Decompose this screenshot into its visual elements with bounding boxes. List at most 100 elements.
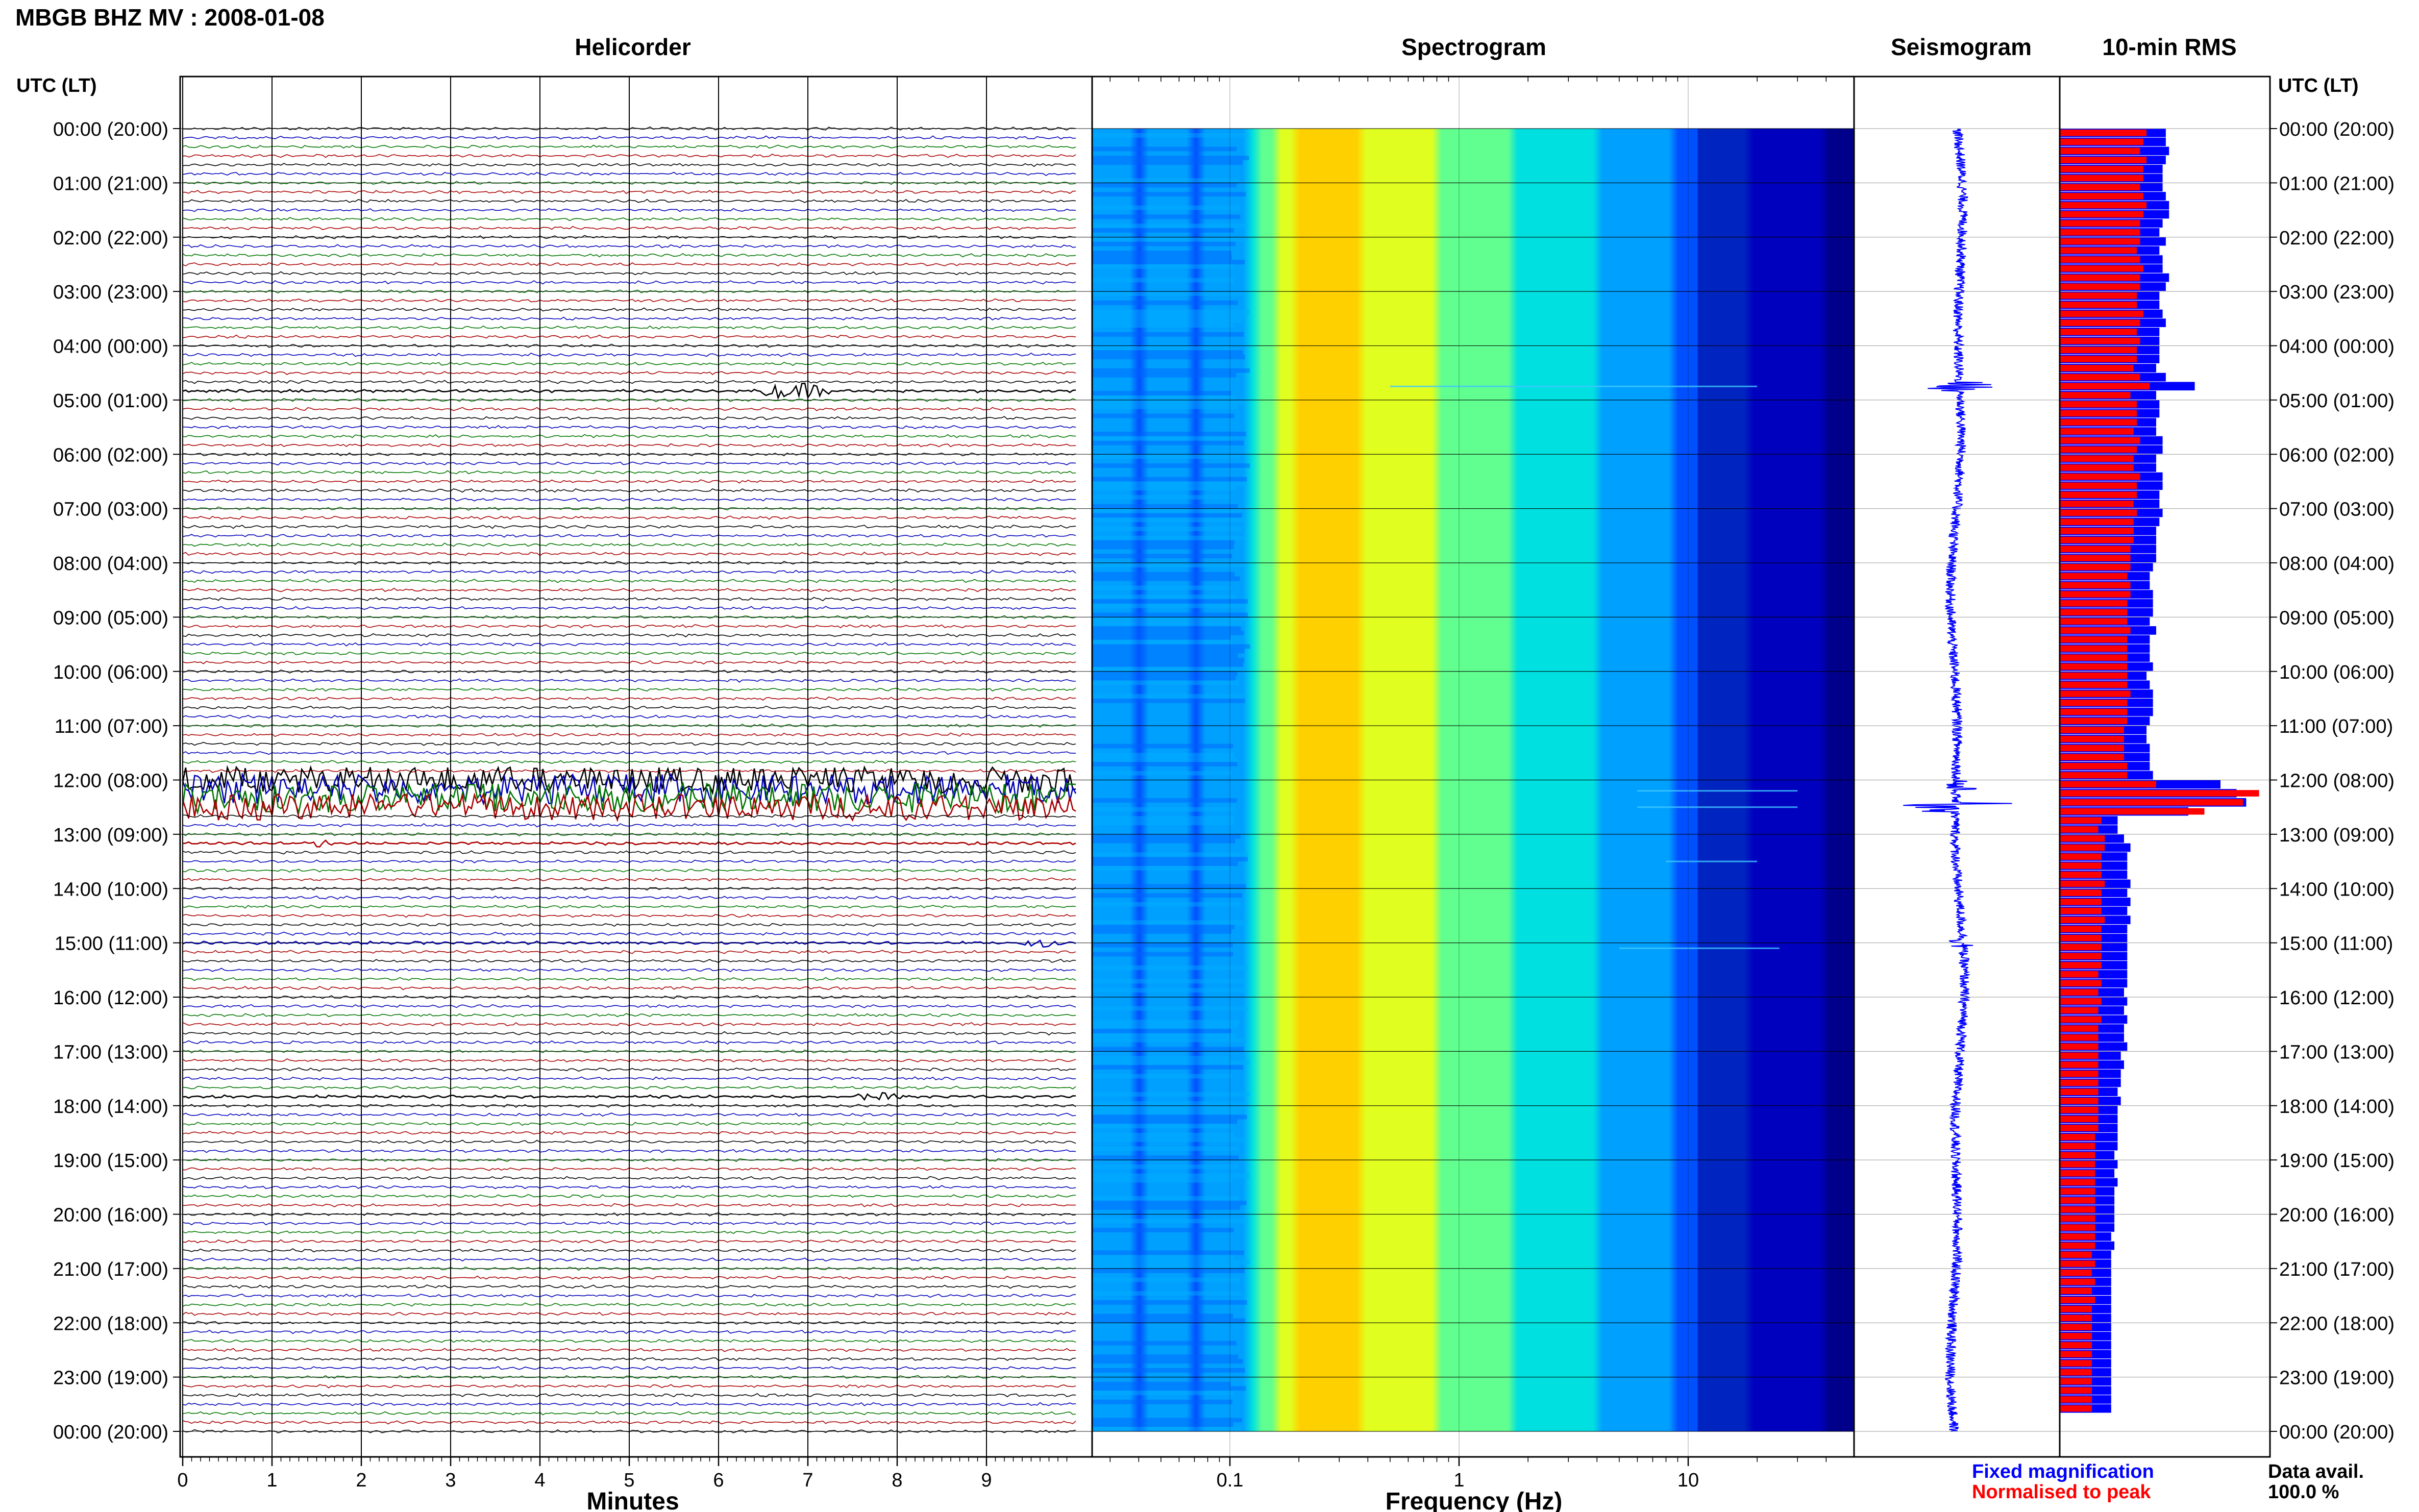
spectrogram-row-texture (1092, 436, 1232, 441)
rms-bar-normalised (2060, 1016, 2102, 1023)
spectrogram-row-texture (1092, 920, 1248, 925)
rms-bar-normalised (2060, 1396, 2092, 1403)
rms-bar-normalised (2060, 473, 2140, 480)
rms-bar-normalised (2060, 1143, 2095, 1150)
rms-bar-normalised (2060, 1170, 2095, 1177)
spectrogram-row-texture (1092, 1124, 1231, 1129)
spectrogram-row-texture (1092, 540, 1235, 545)
spectrogram-row-texture (1092, 1024, 1237, 1029)
rms-bar-normalised (2060, 636, 2128, 643)
rms-bar-normalised (2060, 690, 2131, 697)
spectrogram-row-texture (1092, 350, 1244, 355)
helicorder-x-tick-label: 8 (892, 1470, 902, 1491)
spectrogram-row-texture (1092, 205, 1241, 210)
rms-bar-normalised (2060, 681, 2128, 688)
panel-frames (179, 76, 2271, 1458)
spectrogram-row-texture (1092, 395, 1236, 400)
rms-bar-normalised (2060, 464, 2134, 471)
rms-bar-normalised (2060, 1061, 2099, 1068)
rms-bar-normalised (2060, 844, 2105, 851)
rms-bar-normalised (2060, 971, 2099, 978)
hour-label-right: 06:00 (02:00) (2279, 444, 2395, 466)
hour-label-right: 12:00 (08:00) (2279, 771, 2395, 792)
rms-bar-normalised (2060, 871, 2102, 878)
spectrogram-row-texture (1092, 535, 1246, 540)
rms-bar-normalised (2060, 238, 2140, 245)
rms-bar-normalised (2060, 1360, 2092, 1367)
spectrogram-row-texture (1092, 757, 1238, 762)
spectrogram-row-texture (1092, 1047, 1244, 1052)
rms-bar-normalised (2060, 1233, 2095, 1240)
hour-label-right: 18:00 (14:00) (2279, 1096, 2395, 1118)
spectrogram-row-texture (1092, 771, 1232, 776)
hour-label-left: 18:00 (14:00) (53, 1096, 168, 1118)
hour-label-right: 15:00 (11:00) (2279, 933, 2393, 955)
spectrogram-row-texture (1092, 1056, 1230, 1061)
hour-label-right: 04:00 (00:00) (2279, 336, 2395, 358)
rms-bar-normalised (2060, 437, 2140, 444)
spectrogram-row-texture (1092, 1178, 1232, 1183)
rms-bar-normalised (2060, 1297, 2095, 1303)
rms-bar-normalised (2060, 165, 2143, 172)
right-hour-labels: 00:00 (20:00) 01:00 (21:00) 02:00 (22:00) 0… (2279, 119, 2395, 1443)
spectrogram-row-texture (1092, 251, 1231, 256)
rms-bar-normalised (2060, 916, 2105, 924)
hour-label-left: 15:00 (11:00) (55, 933, 168, 955)
spectrogram-row-texture (1092, 214, 1241, 219)
seismogram-title: Seismogram (1891, 34, 2032, 60)
hour-label-right: 16:00 (12:00) (2279, 987, 2395, 1009)
rms-bar-normalised (2060, 645, 2128, 652)
spectrogram-row-texture (1092, 413, 1235, 418)
rms-bar-normalised (2060, 301, 2137, 308)
rms-bar-normalised (2060, 1043, 2099, 1050)
hour-label-left: 21:00 (17:00) (53, 1259, 168, 1280)
spectrogram-row-texture (1092, 1399, 1232, 1404)
rms-bar-normalised (2060, 1052, 2099, 1059)
spectrogram-row-texture (1092, 192, 1246, 196)
rms-bar-normalised (2060, 518, 2134, 526)
spectrogram-x-tick-label: 1 (1453, 1470, 1464, 1491)
spectrogram-title: Spectrogram (1401, 34, 1546, 60)
spectrogram-row-texture (1092, 1101, 1248, 1106)
spectrogram-row-texture (1092, 988, 1247, 993)
spectrogram-row-texture (1092, 965, 1248, 970)
hour-label-left: 04:00 (00:00) (53, 336, 168, 358)
rms-bar-normalised (2060, 790, 2259, 797)
spectrogram-row-texture (1092, 160, 1243, 165)
spectrogram-row-texture (1092, 666, 1245, 672)
rms-bar-normalised (2060, 1152, 2095, 1159)
spectrogram-row-texture (1092, 1313, 1233, 1319)
spectrogram-row-texture (1092, 925, 1235, 930)
spectrogram-row-texture (1092, 838, 1236, 844)
spectrogram-row-texture (1092, 264, 1233, 269)
spectrogram-row-texture (1092, 463, 1250, 468)
rms-bar-normalised (2060, 1251, 2092, 1258)
left-hour-labels: 00:00 (20:00) 01:00 (21:00) 02:00 (22:00) 0… (53, 119, 168, 1443)
spectrogram-row-texture (1092, 133, 1249, 138)
spectrogram-row-texture (1092, 893, 1242, 898)
rms-bar-normalised (2060, 1260, 2095, 1267)
spectrogram-row-texture (1092, 1006, 1249, 1011)
spectrogram-row-texture (1092, 1205, 1241, 1210)
hour-label-left: 17:00 (13:00) (53, 1042, 168, 1063)
helicorder-x-tick-label: 6 (713, 1470, 724, 1491)
rms-bar-normalised (2060, 346, 2137, 354)
spectrogram-row-texture (1092, 544, 1234, 550)
rms-bar-normalised (2060, 482, 2137, 489)
rms-bar-normalised (2060, 446, 2137, 453)
rms-bar-normalised (2060, 735, 2124, 742)
spectrogram-row-texture (1092, 368, 1250, 373)
rms-bar-normalised (2060, 745, 2124, 752)
spectrogram-row-texture (1092, 1132, 1235, 1137)
hour-label-left: 09:00 (05:00) (53, 607, 168, 629)
spectrogram-row-texture (1092, 1173, 1250, 1178)
spectrogram-row-texture (1092, 576, 1240, 581)
rms-bar-normalised (2060, 202, 2147, 209)
rms-bar-normalised (2060, 1305, 2092, 1312)
spectrogram-row-texture (1092, 1228, 1234, 1232)
hour-label-left: 02:00 (22:00) (53, 228, 168, 249)
spectrogram-row-texture (1092, 391, 1231, 395)
rms-bar-normalised (2060, 500, 2134, 507)
hour-label-right: 01:00 (21:00) (2279, 173, 2395, 194)
rms-bar-normalised (2060, 283, 2140, 290)
